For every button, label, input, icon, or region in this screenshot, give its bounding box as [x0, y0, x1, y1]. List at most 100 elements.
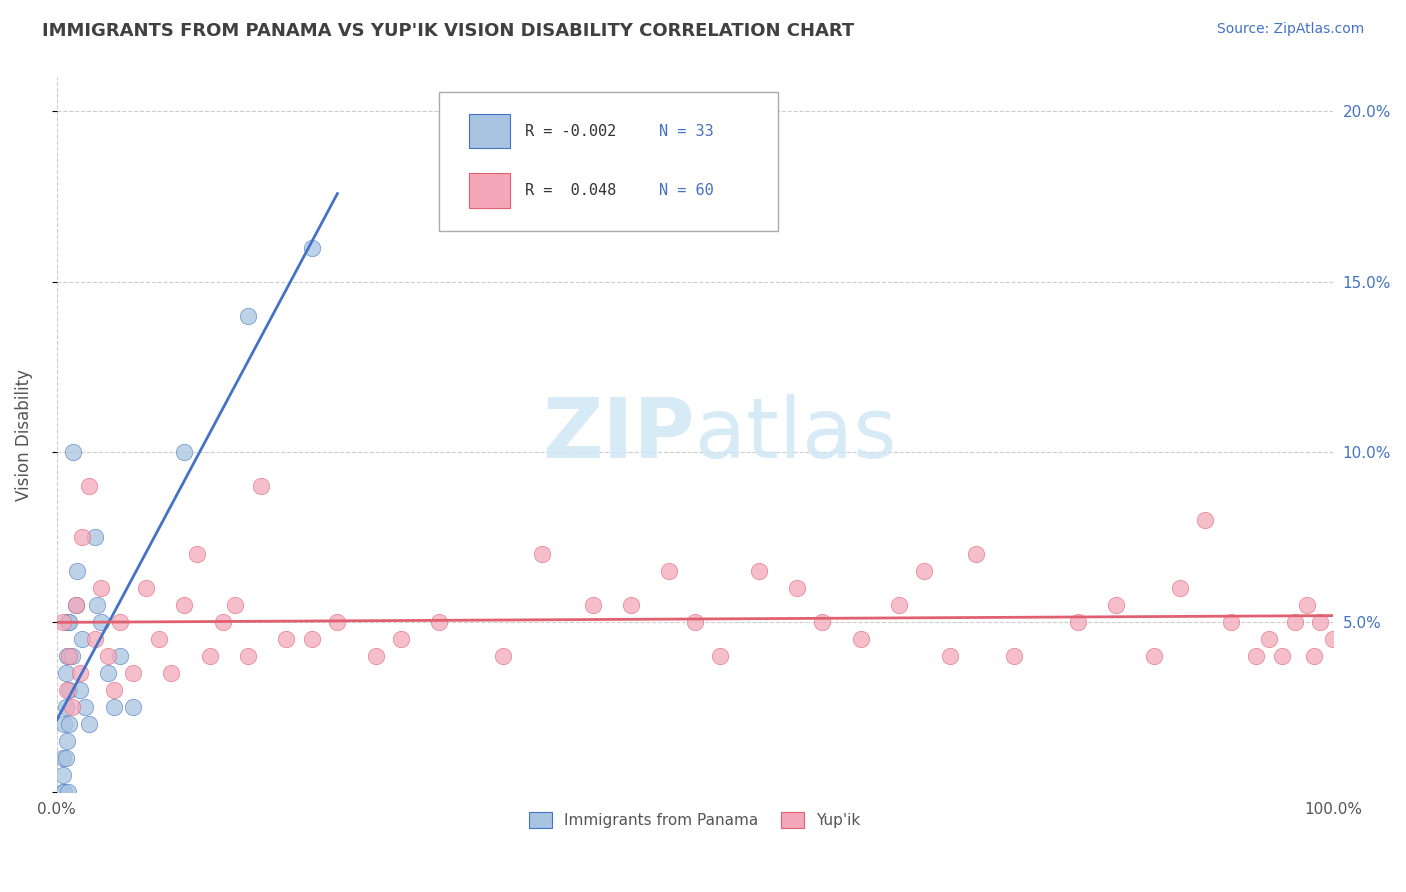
Point: [97, 665, 120, 680]
Point: [66, 564, 89, 578]
Point: [786, 581, 808, 595]
Point: [887, 598, 910, 612]
Bar: [468, 114, 510, 148]
Point: [55, 665, 77, 680]
Point: [173, 598, 195, 612]
FancyBboxPatch shape: [440, 92, 778, 231]
Point: [62, 444, 84, 458]
Point: [52, 785, 75, 799]
Point: [1143, 648, 1166, 663]
Point: [1105, 598, 1128, 612]
Point: [939, 648, 962, 663]
Point: [301, 632, 323, 646]
Point: [135, 581, 157, 595]
Point: [236, 309, 259, 323]
Point: [90, 615, 112, 629]
Point: [582, 598, 605, 612]
Point: [58, 615, 80, 629]
Text: N = 33: N = 33: [659, 123, 714, 138]
Text: R = -0.002: R = -0.002: [524, 123, 616, 138]
Point: [914, 564, 936, 578]
Text: atlas: atlas: [695, 394, 897, 475]
Point: [326, 615, 349, 629]
Point: [1066, 615, 1088, 629]
Point: [60, 648, 83, 663]
Point: [58, 648, 80, 663]
Point: [56, 734, 79, 748]
Point: [56, 682, 79, 697]
Point: [52, 615, 75, 629]
Point: [429, 615, 451, 629]
Point: [224, 598, 246, 612]
Point: [56, 615, 79, 629]
Point: [148, 632, 170, 646]
Point: [83, 530, 105, 544]
Point: [1246, 648, 1268, 663]
Text: N = 60: N = 60: [659, 183, 714, 198]
Text: R =  0.048: R = 0.048: [524, 183, 616, 198]
Point: [236, 648, 259, 663]
Point: [186, 547, 208, 561]
Point: [56, 648, 79, 663]
Point: [364, 648, 387, 663]
Point: [1284, 615, 1306, 629]
Point: [53, 785, 76, 799]
Bar: [468, 173, 510, 208]
Point: [70, 530, 93, 544]
Point: [60, 699, 83, 714]
Point: [1258, 632, 1281, 646]
Point: [276, 632, 298, 646]
Text: Source: ZipAtlas.com: Source: ZipAtlas.com: [1216, 22, 1364, 37]
Point: [250, 479, 273, 493]
Point: [110, 648, 132, 663]
Point: [1302, 648, 1324, 663]
Point: [965, 547, 987, 561]
Point: [73, 699, 96, 714]
Point: [1002, 648, 1025, 663]
Point: [69, 682, 91, 697]
Point: [709, 648, 731, 663]
Point: [52, 768, 75, 782]
Point: [198, 648, 221, 663]
Y-axis label: Vision Disability: Vision Disability: [15, 368, 32, 500]
Point: [110, 615, 132, 629]
Point: [70, 632, 93, 646]
Text: ZIP: ZIP: [543, 394, 695, 475]
Point: [55, 699, 77, 714]
Point: [849, 632, 872, 646]
Point: [301, 241, 323, 255]
Point: [1168, 581, 1191, 595]
Point: [530, 547, 553, 561]
Point: [65, 598, 87, 612]
Point: [173, 444, 195, 458]
Point: [122, 699, 145, 714]
Point: [620, 598, 643, 612]
Point: [77, 717, 100, 731]
Point: [65, 598, 87, 612]
Point: [1322, 632, 1344, 646]
Point: [52, 751, 75, 765]
Point: [1219, 615, 1241, 629]
Point: [1271, 648, 1294, 663]
Point: [1194, 513, 1216, 527]
Point: [122, 665, 145, 680]
Point: [683, 615, 706, 629]
Point: [1296, 598, 1319, 612]
Point: [83, 632, 105, 646]
Text: IMMIGRANTS FROM PANAMA VS YUP'IK VISION DISABILITY CORRELATION CHART: IMMIGRANTS FROM PANAMA VS YUP'IK VISION …: [42, 22, 855, 40]
Point: [211, 615, 233, 629]
Point: [55, 751, 77, 765]
Legend: Immigrants from Panama, Yup'ik: Immigrants from Panama, Yup'ik: [523, 806, 866, 834]
Point: [90, 581, 112, 595]
Point: [56, 785, 79, 799]
Point: [103, 682, 125, 697]
Point: [58, 717, 80, 731]
Point: [97, 648, 120, 663]
Point: [748, 564, 770, 578]
Point: [77, 479, 100, 493]
Point: [492, 648, 515, 663]
Point: [1309, 615, 1331, 629]
Point: [58, 682, 80, 697]
Point: [69, 665, 91, 680]
Point: [103, 699, 125, 714]
